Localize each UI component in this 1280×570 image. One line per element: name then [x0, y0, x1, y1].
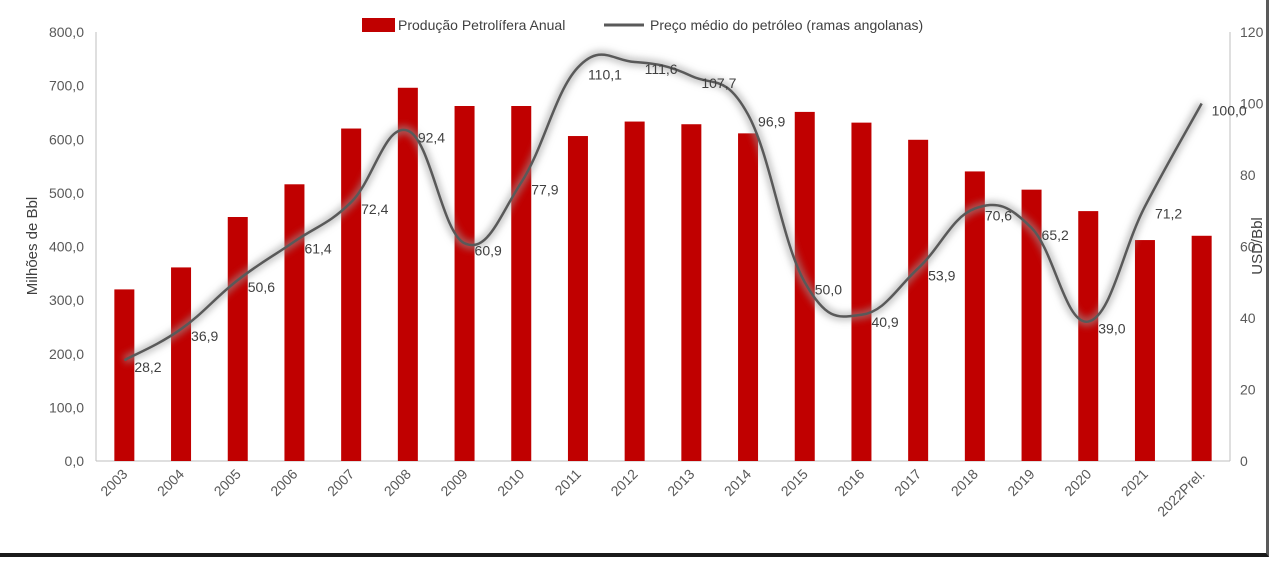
x-tick-label: 2019	[1004, 466, 1037, 499]
price-label-2007: 72,4	[361, 201, 388, 217]
price-label-2022Prel.: 100,0	[1212, 103, 1247, 119]
x-tick-label: 2005	[211, 466, 244, 499]
x-tick-label: 2021	[1118, 466, 1151, 499]
bar-2021	[1134, 240, 1155, 461]
price-line-path	[123, 53, 1203, 362]
bar-2014	[738, 133, 759, 461]
bar-2019	[1021, 189, 1042, 461]
bar-2010	[511, 106, 532, 461]
price-label-2008: 92,4	[418, 130, 445, 146]
price-label-2009: 60,9	[475, 242, 502, 258]
y2-tick-label: 120	[1240, 24, 1264, 40]
price-label-2021: 71,2	[1155, 205, 1182, 221]
x-tick-label: 2004	[154, 466, 187, 499]
bar-2009	[454, 106, 475, 461]
data-labels: 28,2 36,9 50,6 61,4 72,4 92,4 60,9 77,9 110,1 111…	[134, 61, 1247, 375]
x-tick-label: 2020	[1061, 466, 1094, 499]
bars	[114, 87, 1212, 462]
y-tick-label: 800,0	[49, 24, 84, 40]
price-label-2003: 28,2	[134, 359, 161, 375]
price-label-2011: 110,1	[588, 66, 622, 82]
y2-tick-label: 100	[1240, 96, 1264, 112]
price-label-2019: 65,2	[1042, 227, 1069, 243]
legend-label-price: Preço médio do petróleo (ramas angolanas…	[650, 17, 923, 33]
y-tick-label: 600,0	[49, 131, 84, 147]
x-tick-label: 2011	[551, 466, 584, 499]
bar-2005	[227, 217, 248, 461]
y2-tick-label: 40	[1240, 310, 1256, 326]
y2-axis-title: USD/Bbl	[1249, 217, 1266, 275]
y-tick-label: 700,0	[49, 78, 84, 94]
y2-tick-label: 80	[1240, 167, 1256, 183]
x-tick-label: 2022Prel.	[1154, 466, 1208, 520]
price-label-2004: 36,9	[191, 328, 218, 344]
price-label-2015: 50,0	[815, 281, 842, 297]
bar-2012	[624, 121, 645, 462]
price-label-2012: 111,6	[645, 61, 678, 77]
price-label-2014: 96,9	[758, 114, 785, 130]
x-tick-label: 2007	[324, 466, 357, 499]
x-tick-label: 2006	[267, 466, 300, 499]
bar-2011	[567, 136, 588, 461]
x-tick-label: 2017	[891, 466, 924, 499]
bar-2013	[681, 124, 702, 462]
price-label-2018: 70,6	[985, 208, 1012, 224]
y-tick-label: 0,0	[65, 453, 85, 469]
x-tick-label: 2009	[437, 466, 470, 499]
y-axis-title: Milhões de Bbl	[24, 197, 41, 295]
bar-2006	[284, 184, 305, 462]
x-tick-label: 2012	[607, 466, 640, 499]
chart-frame: Produção Petrolífera Anual Preço médio d…	[0, 0, 1269, 557]
bar-2004	[171, 267, 192, 461]
bar-2016	[851, 122, 872, 461]
price-label-2013: 107,7	[701, 75, 736, 91]
legend-swatch-production	[362, 18, 395, 32]
price-label-2020: 39,0	[1098, 321, 1125, 337]
bar-2022Prel.	[1191, 235, 1212, 461]
bar-2008	[397, 87, 418, 462]
x-tick-label: 2013	[664, 466, 697, 499]
y-tick-label: 100,0	[49, 399, 84, 415]
combo-chart: Produção Petrolífera Anual Preço médio d…	[24, 17, 1266, 520]
price-label-2017: 53,9	[928, 267, 955, 283]
x-tick-label: 2018	[948, 466, 981, 499]
price-label-2016: 40,9	[871, 314, 898, 330]
price-label-2006: 61,4	[304, 240, 331, 256]
y-tick-label: 300,0	[49, 292, 84, 308]
x-tick-label: 2003	[97, 466, 130, 499]
bar-2017	[908, 139, 929, 461]
x-tick-label: 2008	[381, 466, 414, 499]
x-tick-label: 2014	[721, 466, 754, 499]
legend-label-production: Produção Petrolífera Anual	[398, 17, 565, 33]
y-tick-label: 200,0	[49, 346, 84, 362]
bar-2007	[341, 128, 362, 461]
price-label-2010: 77,9	[531, 182, 558, 198]
bar-2018	[964, 171, 985, 462]
bar-2020	[1078, 211, 1099, 461]
y2-tick-label: 20	[1240, 382, 1256, 398]
price-label-2005: 50,6	[248, 279, 275, 295]
bar-2003	[114, 289, 135, 461]
x-tick-label: 2015	[778, 466, 811, 499]
y-tick-label: 500,0	[49, 185, 84, 201]
x-tick-label: 2010	[494, 466, 527, 499]
legend: Produção Petrolífera Anual Preço médio d…	[362, 17, 923, 33]
y2-tick-label: 60	[1240, 239, 1256, 255]
price-line	[123, 53, 1203, 362]
y2-tick-label: 0	[1240, 453, 1248, 469]
y-tick-label: 400,0	[49, 239, 84, 255]
x-tick-label: 2016	[834, 466, 867, 499]
